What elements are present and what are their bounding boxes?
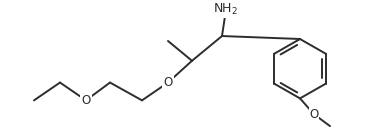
Text: O: O — [309, 108, 319, 121]
Text: NH$_2$: NH$_2$ — [212, 2, 238, 17]
Text: O: O — [163, 76, 173, 89]
Text: O: O — [81, 94, 91, 107]
